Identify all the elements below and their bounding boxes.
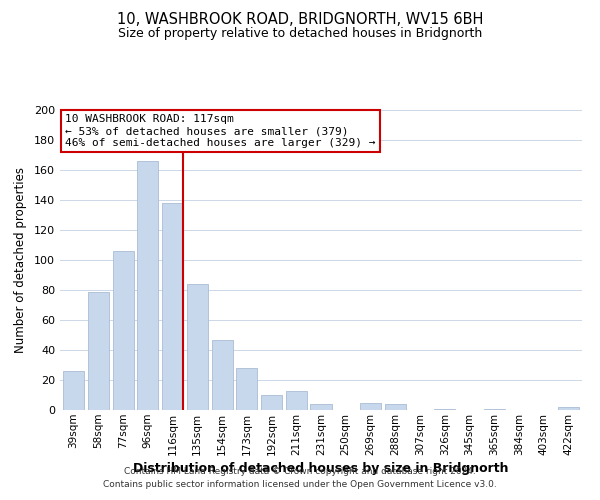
Bar: [261, 395, 282, 410]
X-axis label: Distribution of detached houses by size in Bridgnorth: Distribution of detached houses by size …: [133, 462, 509, 475]
Bar: [236, 368, 257, 410]
Bar: [484, 408, 505, 410]
Bar: [286, 390, 307, 410]
Text: Size of property relative to detached houses in Bridgnorth: Size of property relative to detached ho…: [118, 28, 482, 40]
Bar: [137, 161, 158, 410]
Text: Contains public sector information licensed under the Open Government Licence v3: Contains public sector information licen…: [103, 480, 497, 489]
Bar: [310, 404, 332, 410]
Bar: [187, 284, 208, 410]
Bar: [212, 340, 233, 410]
Y-axis label: Number of detached properties: Number of detached properties: [14, 167, 27, 353]
Bar: [113, 251, 134, 410]
Bar: [162, 203, 183, 410]
Bar: [558, 407, 579, 410]
Bar: [385, 404, 406, 410]
Bar: [63, 371, 84, 410]
Bar: [88, 292, 109, 410]
Text: 10, WASHBROOK ROAD, BRIDGNORTH, WV15 6BH: 10, WASHBROOK ROAD, BRIDGNORTH, WV15 6BH: [117, 12, 483, 28]
Bar: [360, 402, 381, 410]
Text: Contains HM Land Registry data © Crown copyright and database right 2024.: Contains HM Land Registry data © Crown c…: [124, 467, 476, 476]
Bar: [434, 408, 455, 410]
Text: 10 WASHBROOK ROAD: 117sqm
← 53% of detached houses are smaller (379)
46% of semi: 10 WASHBROOK ROAD: 117sqm ← 53% of detac…: [65, 114, 376, 148]
